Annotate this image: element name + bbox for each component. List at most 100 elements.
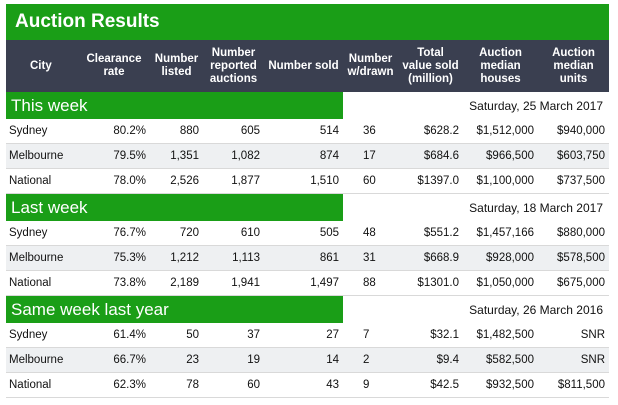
cell-reported: 610 <box>203 221 264 246</box>
cell-clearance: 66.7% <box>78 347 150 373</box>
table-row: Melbourne 79.5% 1,351 1,082 874 17 $684.6 $966,… <box>6 143 609 169</box>
cell-listed: 2,189 <box>150 270 203 296</box>
cell-reported: 1,941 <box>203 270 264 296</box>
cell-value: $551.2 <box>398 221 463 246</box>
cell-houses: $966,500 <box>463 143 538 169</box>
cell-reported: 605 <box>203 119 264 144</box>
cell-houses: $928,000 <box>463 245 538 271</box>
cell-listed: 78 <box>150 372 203 398</box>
header-units: Auction median units <box>538 40 609 92</box>
section-date: Saturday, 26 March 2016 <box>343 295 609 323</box>
cell-clearance: 78.0% <box>78 168 150 194</box>
cell-city: Sydney <box>6 323 78 348</box>
cell-value: $1301.0 <box>398 270 463 296</box>
auction-results-panel: Auction Results City Clearance rate Numb… <box>6 4 609 398</box>
cell-houses: $582,500 <box>463 347 538 373</box>
cell-clearance: 80.2% <box>78 119 150 144</box>
cell-sold: 1,510 <box>264 168 343 194</box>
cell-reported: 1,113 <box>203 245 264 271</box>
cell-houses: $1,457,166 <box>463 221 538 246</box>
section-header: Last week Saturday, 18 March 2017 <box>6 193 609 221</box>
cell-houses: $932,500 <box>463 372 538 398</box>
cell-city: Sydney <box>6 119 78 144</box>
cell-sold: 514 <box>264 119 343 144</box>
cell-sold: 505 <box>264 221 343 246</box>
header-city: City <box>6 40 78 92</box>
cell-city: Sydney <box>6 221 78 246</box>
cell-listed: 23 <box>150 347 203 373</box>
section-label: Last week <box>6 193 343 221</box>
header-withdrawn: Number w/drawn <box>343 40 398 92</box>
page-title: Auction Results <box>15 11 160 32</box>
table-body: This week Saturday, 25 March 2017 Sydney 80… <box>6 92 609 398</box>
cell-city: Melbourne <box>6 347 78 373</box>
cell-city: Melbourne <box>6 143 78 169</box>
cell-units: $880,000 <box>538 221 609 246</box>
cell-houses: $1,482,500 <box>463 323 538 348</box>
header-clearance: Clearance rate <box>78 40 150 92</box>
cell-city: National <box>6 372 78 398</box>
cell-reported: 37 <box>203 323 264 348</box>
cell-clearance: 79.5% <box>78 143 150 169</box>
cell-listed: 1,212 <box>150 245 203 271</box>
cell-clearance: 73.8% <box>78 270 150 296</box>
cell-units: SNR <box>538 347 609 373</box>
table-row: Melbourne 75.3% 1,212 1,113 861 31 $668.9 $928,… <box>6 245 609 271</box>
cell-units: $737,500 <box>538 168 609 194</box>
table-row: Sydney 76.7% 720 610 505 48 $551.2 $1,457,166 $8… <box>6 221 609 246</box>
table-row: Melbourne 66.7% 23 19 14 2 $9.4 $582,500 SNR <box>6 347 609 373</box>
cell-withdrawn: 2 <box>343 347 398 373</box>
results-table: City Clearance rate Number listed Number… <box>6 40 609 398</box>
cell-units: SNR <box>538 323 609 348</box>
section-header: This week Saturday, 25 March 2017 <box>6 92 609 119</box>
header-value: Total value sold (million) <box>398 40 463 92</box>
cell-reported: 1,877 <box>203 168 264 194</box>
cell-clearance: 76.7% <box>78 221 150 246</box>
table-header: City Clearance rate Number listed Number… <box>6 40 609 92</box>
table-row: National 73.8% 2,189 1,941 1,497 88 $1301.0 $1,… <box>6 270 609 296</box>
cell-reported: 19 <box>203 347 264 373</box>
cell-houses: $1,512,000 <box>463 119 538 144</box>
cell-clearance: 61.4% <box>78 323 150 348</box>
cell-withdrawn: 7 <box>343 323 398 348</box>
cell-sold: 27 <box>264 323 343 348</box>
cell-city: Melbourne <box>6 245 78 271</box>
cell-listed: 2,526 <box>150 168 203 194</box>
cell-reported: 60 <box>203 372 264 398</box>
cell-withdrawn: 48 <box>343 221 398 246</box>
table-row: National 62.3% 78 60 43 9 $42.5 $932,500 $811,50… <box>6 372 609 398</box>
cell-listed: 50 <box>150 323 203 348</box>
section-date: Saturday, 25 March 2017 <box>343 92 609 119</box>
cell-withdrawn: 9 <box>343 372 398 398</box>
cell-listed: 1,351 <box>150 143 203 169</box>
header-reported: Number reported auctions <box>203 40 264 92</box>
cell-listed: 720 <box>150 221 203 246</box>
header-listed: Number listed <box>150 40 203 92</box>
cell-value: $684.6 <box>398 143 463 169</box>
cell-withdrawn: 31 <box>343 245 398 271</box>
cell-clearance: 62.3% <box>78 372 150 398</box>
cell-sold: 43 <box>264 372 343 398</box>
cell-reported: 1,082 <box>203 143 264 169</box>
cell-withdrawn: 36 <box>343 119 398 144</box>
section-header: Same week last year Saturday, 26 March 20… <box>6 295 609 323</box>
cell-sold: 1,497 <box>264 270 343 296</box>
header-houses: Auction median houses <box>463 40 538 92</box>
cell-value: $42.5 <box>398 372 463 398</box>
cell-listed: 880 <box>150 119 203 144</box>
cell-value: $668.9 <box>398 245 463 271</box>
header-sold: Number sold <box>264 40 343 92</box>
cell-units: $675,000 <box>538 270 609 296</box>
cell-city: National <box>6 270 78 296</box>
section-date: Saturday, 18 March 2017 <box>343 193 609 221</box>
cell-city: National <box>6 168 78 194</box>
cell-houses: $1,050,000 <box>463 270 538 296</box>
cell-value: $9.4 <box>398 347 463 373</box>
cell-sold: 14 <box>264 347 343 373</box>
table-row: Sydney 80.2% 880 605 514 36 $628.2 $1,512,000 $9… <box>6 119 609 144</box>
cell-withdrawn: 60 <box>343 168 398 194</box>
cell-value: $1397.0 <box>398 168 463 194</box>
cell-value: $32.1 <box>398 323 463 348</box>
table-row: Sydney 61.4% 50 37 27 7 $32.1 $1,482,500 SNR <box>6 323 609 348</box>
section-label: Same week last year <box>6 295 343 323</box>
